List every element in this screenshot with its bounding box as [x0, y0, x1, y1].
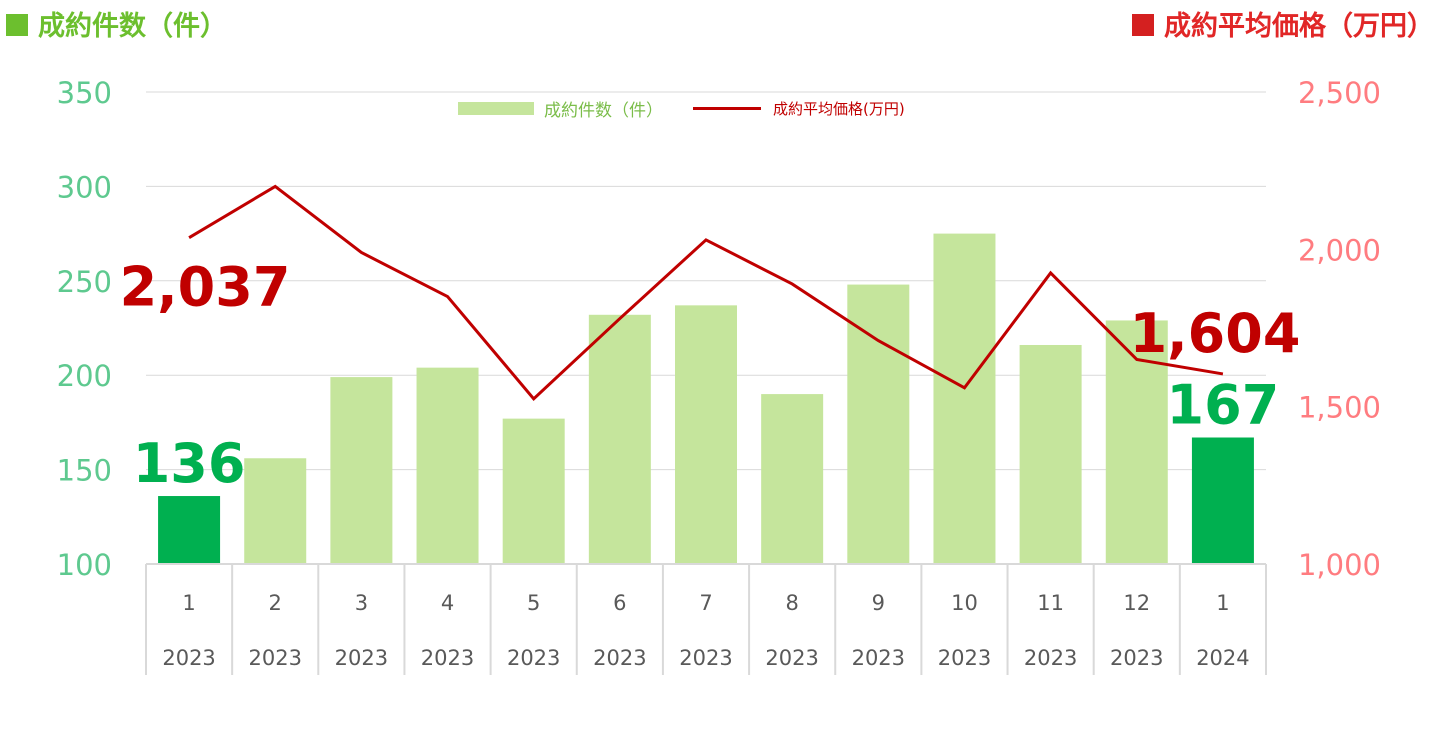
x-tick-label-year: 2024	[1196, 646, 1249, 670]
x-tick-label-month: 8	[785, 591, 798, 615]
price-line	[188, 184, 1224, 401]
x-tick-label-month: 9	[872, 591, 885, 615]
x-tick-label-year: 2023	[162, 646, 215, 670]
x-tick-label-year: 2023	[249, 646, 302, 670]
x-tick-label-year: 2023	[679, 646, 732, 670]
bar	[1191, 437, 1254, 564]
x-tick-label-year: 2023	[1024, 646, 1077, 670]
x-tick-label-year: 2023	[507, 646, 560, 670]
x-tick-label-month: 4	[441, 591, 454, 615]
x-tick-label-year: 2023	[593, 646, 646, 670]
y-left-tick-label: 250	[57, 265, 112, 299]
x-tick-label-month: 1	[1216, 591, 1229, 615]
x-tick-label-month: 6	[613, 591, 626, 615]
y-right-tick-label: 2,500	[1298, 76, 1381, 110]
green-square-icon	[6, 14, 28, 36]
y-right-tick-label: 2,000	[1298, 233, 1381, 267]
legend-line-swatch	[693, 107, 761, 110]
bar	[1105, 320, 1168, 564]
bar	[416, 367, 479, 564]
bar	[330, 377, 393, 564]
x-tick-label-month: 11	[1037, 591, 1064, 615]
red-square-icon	[1132, 14, 1154, 36]
right-axis-heading-text: 成約平均価格（万円）	[1164, 11, 1434, 42]
x-tick-label-year: 2023	[1110, 646, 1163, 670]
left-axis-heading-text: 成約件数（件）	[38, 11, 227, 42]
x-tick-label-month: 3	[355, 591, 368, 615]
y-left-tick-label: 300	[57, 170, 112, 204]
bar	[933, 233, 996, 564]
y-left-tick-label: 100	[57, 548, 112, 582]
x-tick-label-year: 2023	[938, 646, 991, 670]
bar	[244, 458, 307, 564]
y-right-tick-label: 1,000	[1298, 548, 1381, 582]
x-tick-label-year: 2023	[765, 646, 818, 670]
x-tick-label-month: 2	[269, 591, 282, 615]
bar-data-label: 167	[1167, 374, 1280, 437]
x-tick-label-month: 7	[699, 591, 712, 615]
right-axis-heading: 成約平均価格（万円）	[1132, 4, 1434, 43]
line-data-label: 2,037	[120, 256, 291, 319]
x-tick-label-month: 10	[951, 591, 978, 615]
y-left-tick-label: 350	[57, 76, 112, 110]
legend-bar-label: 成約件数（件）	[544, 101, 663, 121]
x-tick-label-year: 2023	[852, 646, 905, 670]
bar	[158, 496, 221, 564]
bar-data-label: 136	[133, 432, 246, 495]
bar	[761, 394, 824, 564]
bar	[675, 305, 737, 564]
bar	[502, 418, 565, 564]
x-tick-label-year: 2023	[421, 646, 474, 670]
y-left-tick-label: 150	[57, 454, 112, 488]
x-tick-label-month: 5	[527, 591, 540, 615]
left-axis-heading: 成約件数（件）	[6, 4, 227, 43]
y-left-tick-label: 200	[57, 359, 112, 393]
bar	[588, 314, 651, 564]
bar	[847, 284, 910, 564]
y-right-tick-label: 1,500	[1298, 391, 1381, 425]
x-tick-label-month: 1	[182, 591, 195, 615]
legend-line-label: 成約平均価格(万円)	[773, 100, 905, 118]
line-data-label: 1,604	[1130, 302, 1301, 365]
legend-bar-swatch	[458, 102, 534, 115]
chart-legend: 成約件数（件） 成約平均価格(万円)	[458, 96, 905, 121]
x-tick-label-month: 12	[1123, 591, 1150, 615]
x-tick-label-year: 2023	[335, 646, 388, 670]
bar	[1019, 344, 1082, 564]
